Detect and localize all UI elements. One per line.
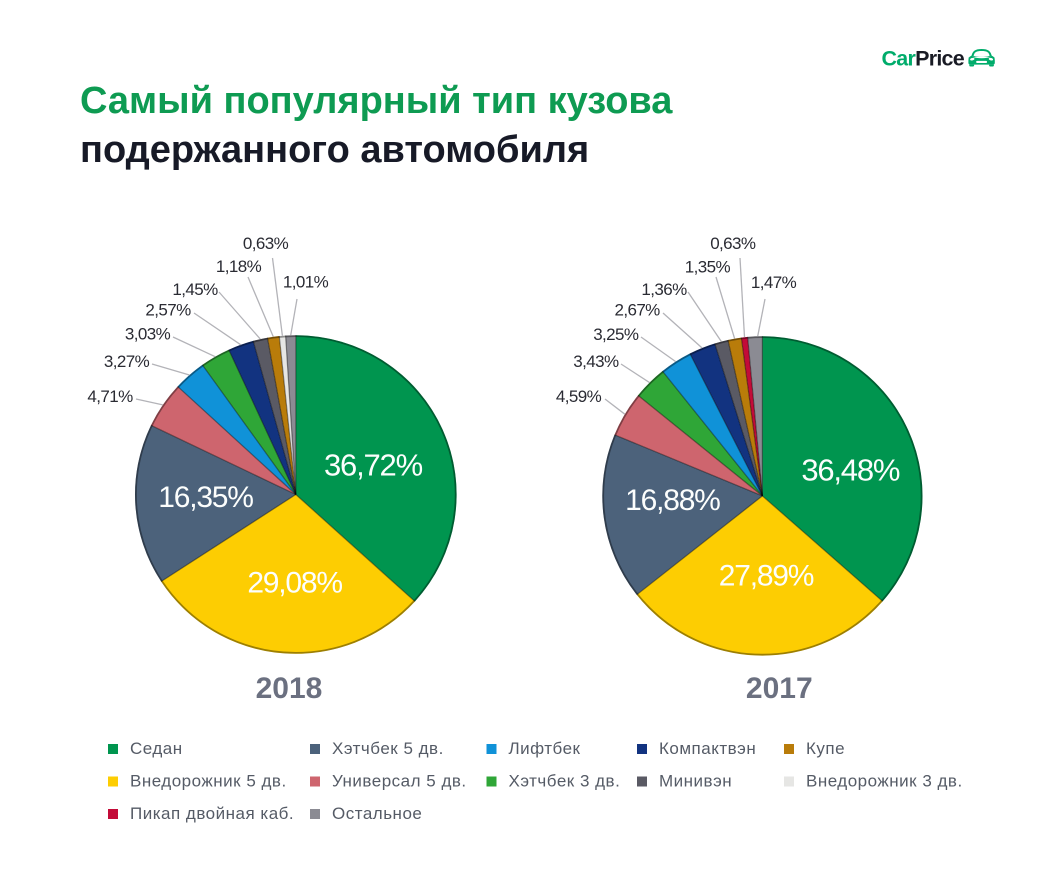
svg-text:36,48%: 36,48%	[801, 453, 900, 488]
svg-text:2,57%: 2,57%	[145, 301, 191, 320]
svg-text:3,03%: 3,03%	[125, 324, 171, 343]
svg-text:29,08%: 29,08%	[247, 567, 342, 600]
svg-text:3,25%: 3,25%	[593, 325, 639, 344]
svg-text:CarPrice: CarPrice	[882, 47, 965, 71]
svg-text:Минивэн: Минивэн	[659, 772, 732, 791]
svg-text:3,27%: 3,27%	[104, 352, 150, 371]
svg-text:36,72%: 36,72%	[324, 448, 423, 483]
svg-text:Хэтчбек 5 дв.: Хэтчбек 5 дв.	[332, 739, 444, 758]
svg-text:Компактвэн: Компактвэн	[659, 739, 756, 758]
svg-text:2018: 2018	[256, 672, 323, 705]
svg-text:1,36%: 1,36%	[641, 280, 687, 299]
svg-text:Седан: Седан	[130, 739, 183, 758]
svg-text:Самый популярный тип кузова: Самый популярный тип кузова	[80, 80, 673, 122]
svg-text:Внедорожник 3 дв.: Внедорожник 3 дв.	[806, 772, 963, 791]
svg-text:Лифтбек: Лифтбек	[509, 739, 581, 758]
svg-text:16,35%: 16,35%	[158, 481, 253, 514]
svg-text:16,88%: 16,88%	[625, 484, 720, 517]
svg-text:4,71%: 4,71%	[87, 387, 133, 406]
svg-text:0,63%: 0,63%	[243, 234, 289, 253]
svg-text:1,35%: 1,35%	[685, 258, 731, 277]
svg-text:2017: 2017	[746, 672, 813, 705]
svg-text:1,01%: 1,01%	[283, 273, 329, 292]
svg-text:27,89%: 27,89%	[719, 560, 814, 593]
svg-text:Универсал 5 дв.: Универсал 5 дв.	[332, 772, 467, 791]
svg-text:1,45%: 1,45%	[172, 280, 218, 299]
svg-text:Внедорожник 5 дв.: Внедорожник 5 дв.	[130, 772, 287, 791]
svg-text:Остальное: Остальное	[332, 804, 422, 823]
svg-text:Хэтчбек 3 дв.: Хэтчбек 3 дв.	[509, 772, 621, 791]
svg-text:1,18%: 1,18%	[216, 257, 262, 276]
svg-text:0,63%: 0,63%	[710, 234, 756, 253]
svg-text:2,67%: 2,67%	[614, 301, 660, 320]
svg-text:подержанного автомобиля: подержанного автомобиля	[80, 129, 589, 171]
svg-text:4,59%: 4,59%	[556, 387, 602, 406]
svg-text:Купе: Купе	[806, 739, 845, 758]
svg-text:1,47%: 1,47%	[751, 273, 797, 292]
svg-text:Пикап двойная каб.: Пикап двойная каб.	[130, 804, 294, 823]
svg-text:3,43%: 3,43%	[573, 352, 619, 371]
